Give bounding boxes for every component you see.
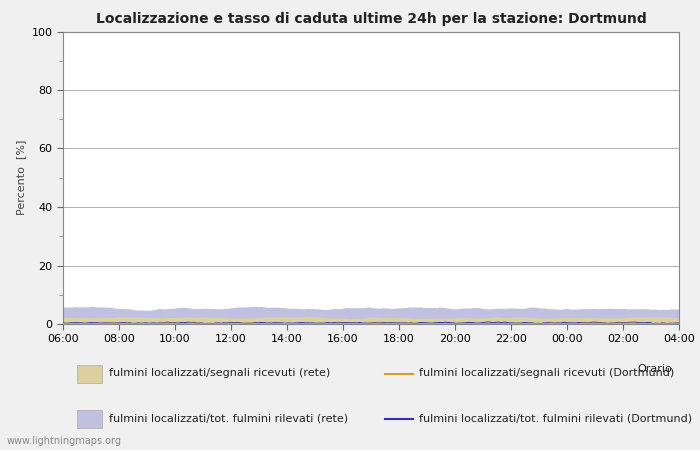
Text: fulmini localizzati/tot. fulmini rilevati (rete): fulmini localizzati/tot. fulmini rilevat… [108, 414, 348, 423]
Text: fulmini localizzati/segnali ricevuti (Dortmund): fulmini localizzati/segnali ricevuti (Do… [419, 369, 674, 378]
Y-axis label: Percento  [%]: Percento [%] [16, 140, 26, 216]
Text: www.lightningmaps.org: www.lightningmaps.org [7, 436, 122, 446]
Text: fulmini localizzati/tot. fulmini rilevati (Dortmund): fulmini localizzati/tot. fulmini rilevat… [419, 414, 692, 423]
Title: Localizzazione e tasso di caduta ultime 24h per la stazione: Dortmund: Localizzazione e tasso di caduta ultime … [96, 12, 646, 26]
Text: Orario: Orario [637, 364, 672, 374]
Text: fulmini localizzati/segnali ricevuti (rete): fulmini localizzati/segnali ricevuti (re… [108, 369, 330, 378]
